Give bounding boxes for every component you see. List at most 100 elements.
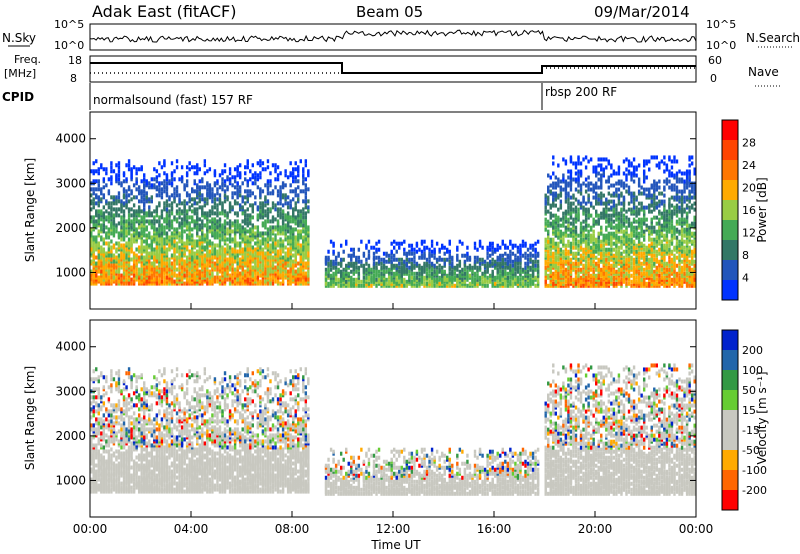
power-cell (110, 259, 113, 264)
power-cell (198, 205, 201, 210)
power-cell (221, 263, 224, 268)
power-cell (304, 215, 308, 220)
power-cell (289, 183, 292, 188)
power-cell (615, 275, 618, 280)
power-cell (266, 187, 270, 192)
power-cell (216, 257, 219, 262)
power-cell (122, 195, 126, 200)
power-cell (127, 269, 131, 274)
power-cell (574, 231, 578, 236)
power-cell (231, 269, 234, 274)
power-cell (564, 225, 568, 230)
power-cell (191, 255, 194, 260)
power-cell (201, 177, 204, 182)
power-cell (155, 269, 159, 274)
power-cell (127, 267, 131, 272)
power-cell (183, 187, 186, 192)
power-cell (413, 279, 416, 284)
power-cell (97, 221, 100, 226)
power-cell (625, 231, 628, 236)
power-cell (297, 193, 300, 198)
power-cell (105, 167, 108, 172)
power-cell (410, 283, 414, 288)
power-cell (481, 281, 484, 286)
power-cell (299, 251, 302, 256)
power-cell (547, 249, 550, 254)
power-cell (95, 235, 98, 240)
power-cell (547, 275, 550, 280)
power-cell (574, 283, 578, 288)
power-cell (635, 253, 638, 258)
power-cell (254, 225, 257, 230)
power-cell (244, 165, 247, 170)
power-cell (286, 273, 290, 278)
power-cell (592, 245, 595, 250)
power-cell (488, 275, 492, 280)
power-cell (193, 263, 196, 268)
power-cell (292, 245, 295, 250)
power-cell (115, 197, 118, 202)
power-cell (279, 273, 282, 278)
power-cell (137, 277, 141, 282)
power-cell (562, 223, 565, 228)
power-cell (249, 215, 252, 220)
power-cell (97, 219, 100, 224)
power-cell (615, 181, 618, 186)
power-cell (307, 261, 310, 266)
power-cell (188, 197, 191, 202)
power-cell (238, 261, 242, 266)
power-cell (135, 271, 138, 276)
power-cell (279, 281, 282, 286)
power-cell (105, 275, 108, 280)
power-cell (582, 237, 585, 242)
power-cell (620, 255, 623, 260)
power-cell (198, 185, 201, 190)
power-cell (206, 227, 209, 232)
power-cell (122, 193, 126, 198)
power-cell (592, 183, 595, 188)
power-cell (117, 161, 121, 166)
power-cell (289, 259, 292, 264)
power-cell (398, 265, 401, 270)
power-cell (120, 249, 123, 254)
power-cell (135, 167, 138, 172)
power-cell (564, 271, 568, 276)
power-cell (471, 265, 474, 270)
power-cell (403, 267, 406, 272)
power-cell (567, 249, 570, 254)
power-cell (630, 273, 633, 278)
power-cell (564, 255, 568, 260)
power-cell (228, 265, 232, 270)
power-cell (206, 215, 209, 220)
power-cell (132, 265, 136, 270)
power-cell (448, 271, 451, 276)
power-cell (140, 231, 143, 236)
power-cell (342, 273, 345, 278)
power-cell (261, 203, 265, 208)
power-cell (559, 223, 563, 228)
power-cell (398, 261, 401, 266)
power-cell (105, 199, 108, 204)
power-cell (632, 157, 636, 162)
power-cell (178, 201, 181, 206)
power-cell (218, 229, 222, 234)
power-cell (180, 179, 184, 184)
power-cell (135, 181, 138, 186)
power-cell (266, 267, 270, 272)
power-cell (160, 273, 164, 278)
power-cell (569, 281, 573, 286)
power-cell (168, 243, 171, 248)
power-cell (438, 257, 441, 262)
power-cell (393, 253, 396, 258)
power-cell (534, 241, 537, 246)
power-cell (117, 273, 121, 278)
power-cell (211, 231, 214, 236)
power-cell (249, 261, 252, 266)
power-cell (231, 221, 234, 226)
power-cell (238, 235, 242, 240)
power-cell (180, 211, 184, 216)
power-cell (605, 267, 608, 272)
power-cell (264, 245, 267, 250)
power-cell (605, 237, 608, 242)
power-cell (582, 219, 585, 224)
